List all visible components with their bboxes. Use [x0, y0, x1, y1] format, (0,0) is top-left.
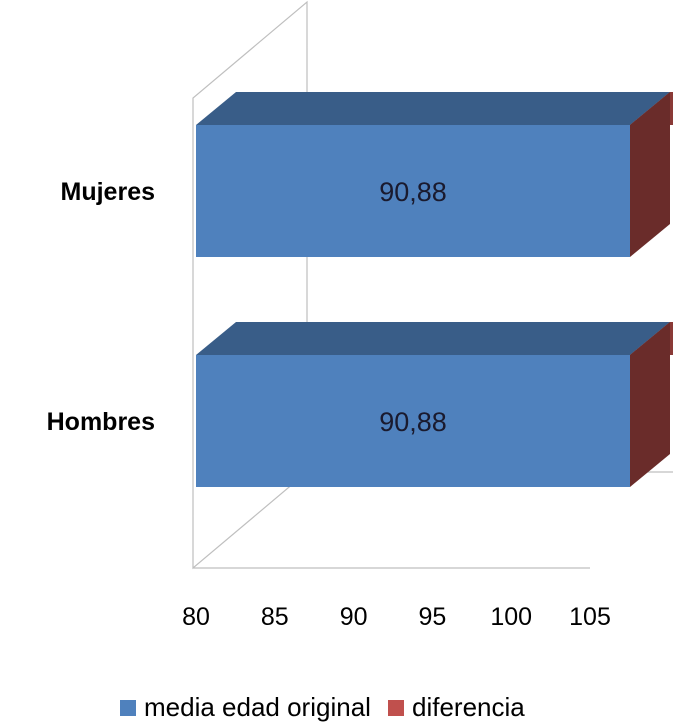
bars — [196, 92, 673, 487]
bar-side-diferencia-mujeres — [630, 92, 670, 257]
legend-swatch-media-edad-original — [120, 700, 136, 716]
x-tick-label: 100 — [490, 603, 532, 631]
bar-group-mujeres — [196, 92, 673, 257]
bar-top-media-edad-original-hombres — [196, 322, 670, 355]
side-wall — [192, 0, 308, 570]
bar-group-hombres — [196, 322, 673, 487]
data-labels: 90,888,0490,8812,95 — [379, 177, 447, 437]
data-label-media-edad-original-mujeres: 90,88 — [379, 177, 447, 207]
bar-media-edad-original-hombres — [196, 355, 630, 487]
legend-label-diferencia: diferencia — [412, 692, 525, 722]
bar-side-diferencia-hombres — [630, 322, 670, 487]
category-label-mujeres: Mujeres — [61, 178, 155, 206]
bar-top-media-edad-original-mujeres — [196, 92, 670, 125]
x-tick-label: 95 — [418, 603, 446, 631]
category-labels: Mujeres Hombres — [47, 178, 155, 436]
legend-label-media-edad-original: media edad original — [144, 692, 371, 722]
legend-swatch-diferencia — [388, 700, 404, 716]
x-tick-label: 80 — [182, 603, 210, 631]
data-label-media-edad-original-hombres: 90,88 — [379, 407, 447, 437]
bar-media-edad-original-mujeres — [196, 125, 630, 257]
x-axis-ticks: 80 85 90 95 100 105 — [182, 603, 611, 631]
x-tick-label: 105 — [569, 603, 611, 631]
x-tick-label: 85 — [261, 603, 289, 631]
x-tick-label: 90 — [340, 603, 368, 631]
legend: media edad original diferencia — [120, 692, 525, 722]
category-label-hombres: Hombres — [47, 408, 155, 436]
